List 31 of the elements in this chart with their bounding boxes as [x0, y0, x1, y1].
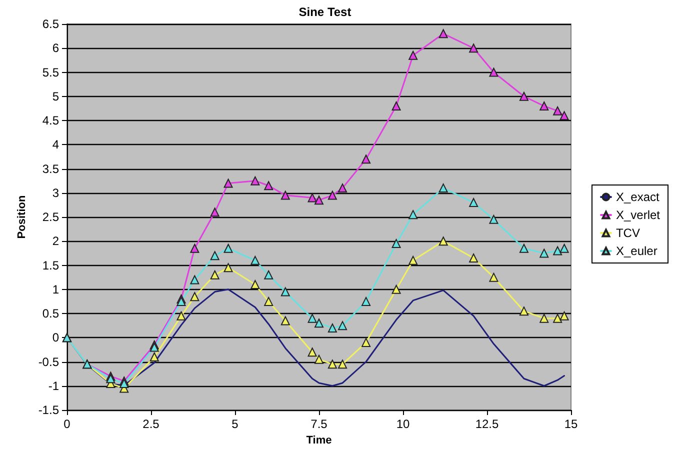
- y-tick-label: 2.5: [42, 210, 60, 224]
- x-axis-title: Time: [306, 434, 332, 446]
- chart-title: Sine Test: [298, 5, 352, 19]
- y-tick-label: 3.5: [42, 162, 60, 176]
- y-tick-label: 5.5: [42, 65, 60, 80]
- legend-label: X_verlet: [616, 208, 661, 222]
- y-tick-label: -0.5: [38, 354, 60, 369]
- x-tick-label: 2.5: [142, 417, 160, 431]
- y-tick-label: 1.5: [42, 258, 60, 272]
- y-tick-label: -1.5: [38, 403, 60, 417]
- y-tick-label: 0.5: [42, 306, 60, 320]
- x-tick-label: 7.5: [310, 417, 328, 431]
- x-tick-label: 10: [396, 417, 410, 431]
- y-tick-label: 3: [52, 186, 60, 200]
- legend-label: X_exact: [616, 190, 660, 204]
- y-tick-label: 6: [52, 41, 60, 56]
- y-tick-label: -1: [48, 378, 60, 393]
- legend-label: X_euler: [616, 244, 658, 258]
- y-tick-label: 1: [52, 282, 60, 296]
- legend-label: TCV: [616, 226, 640, 240]
- y-axis-title: Position: [16, 195, 28, 239]
- y-tick-label: 4.5: [42, 114, 60, 128]
- y-tick-label: 4: [52, 138, 60, 152]
- x-tick-label: 5: [232, 417, 239, 431]
- y-tick-label: 0: [52, 330, 60, 345]
- x-tick-label: 15: [564, 417, 578, 431]
- y-tick-label: 5: [52, 89, 60, 104]
- y-tick-label: 6.5: [42, 17, 60, 31]
- x-tick-label: 12.5: [475, 417, 499, 431]
- x-tick-label: 0: [64, 417, 71, 431]
- y-tick-label: 2: [52, 234, 60, 248]
